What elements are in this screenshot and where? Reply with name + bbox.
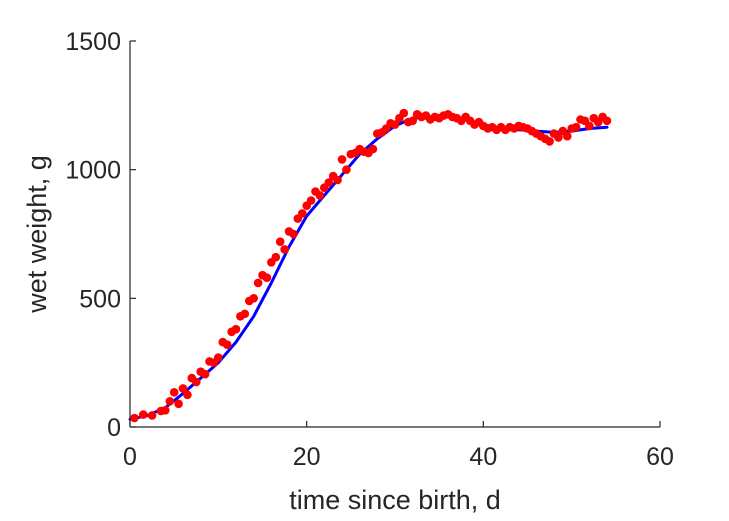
data-point — [200, 369, 210, 379]
data-point — [585, 121, 594, 131]
data-point — [222, 340, 232, 350]
data-point — [602, 116, 612, 126]
data-point — [240, 309, 250, 319]
y-tick-label: 1000 — [65, 157, 121, 185]
data-point — [183, 390, 192, 400]
data-point — [169, 388, 179, 397]
data-point — [399, 108, 409, 118]
data-point — [174, 399, 183, 409]
data-point — [571, 122, 581, 132]
data-point — [139, 410, 148, 419]
data-point — [333, 175, 342, 185]
data-point — [306, 196, 316, 205]
y-axis-title: wet weight, g — [22, 155, 52, 314]
data-point — [249, 294, 258, 303]
data-point — [178, 384, 188, 393]
data-point — [147, 411, 157, 420]
data-point — [289, 229, 298, 239]
x-tick-label: 20 — [293, 443, 321, 471]
data-point — [315, 191, 325, 200]
data-point — [554, 133, 563, 142]
data-point — [563, 131, 572, 141]
x-tick-label: 40 — [469, 443, 497, 471]
data-point — [161, 406, 170, 415]
data-point — [130, 413, 139, 423]
x-tick-label: 0 — [123, 443, 137, 471]
data-point — [408, 116, 418, 126]
data-point — [192, 377, 201, 387]
x-tick-label: 60 — [646, 443, 674, 471]
data-point — [253, 278, 263, 288]
data-point — [368, 144, 378, 154]
data-point — [214, 353, 223, 362]
y-tick-label: 500 — [79, 285, 121, 313]
data-point — [342, 165, 351, 174]
x-axis-title: time since birth, d — [289, 485, 501, 515]
data-point — [545, 137, 554, 146]
data-point — [231, 324, 241, 334]
data-point — [390, 120, 400, 129]
data-point — [275, 237, 285, 246]
data-point — [324, 178, 334, 187]
y-tick-label: 0 — [107, 414, 121, 442]
data-point — [280, 245, 289, 254]
data-point — [165, 397, 175, 406]
axis-ticks: 0 20 40 60 0 500 1000 1500 — [65, 28, 674, 471]
data-point — [298, 209, 307, 218]
plot-area — [128, 108, 612, 423]
y-tick-label: 1500 — [65, 28, 121, 56]
data-point — [262, 273, 272, 283]
data-point — [271, 252, 281, 262]
data-point — [337, 155, 347, 164]
